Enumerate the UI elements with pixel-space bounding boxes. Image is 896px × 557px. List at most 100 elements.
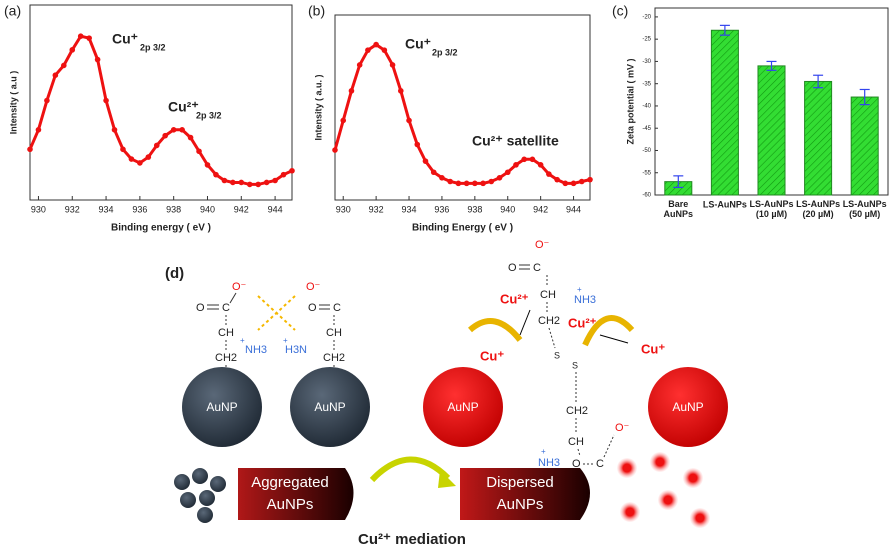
- x-tick-label: 930: [31, 204, 46, 214]
- data-point: [554, 176, 560, 183]
- data-point: [111, 127, 118, 133]
- atom: CH: [568, 436, 584, 448]
- atom: O: [196, 302, 205, 314]
- charge: +: [240, 336, 245, 345]
- ion-label: Cu⁺: [641, 341, 665, 356]
- caption: Cu²⁺ mediation: [358, 531, 466, 548]
- data-point: [61, 62, 67, 69]
- y-tick-label: -35: [642, 81, 651, 87]
- data-point: [35, 127, 42, 133]
- data-point: [272, 177, 278, 184]
- particle-label: AuNP: [672, 400, 703, 414]
- x-tick-label: LS-AuNPs (10 µM): [749, 199, 793, 219]
- y-tick-label: -25: [642, 37, 651, 43]
- data-point: [196, 148, 202, 155]
- curved-arrow: [582, 315, 635, 347]
- annotation: Cu²⁺: [168, 99, 199, 115]
- ion-label: Cu²⁺: [500, 291, 529, 306]
- bond: [229, 292, 237, 304]
- plot-frame: [334, 14, 591, 201]
- data-line: [28, 34, 293, 186]
- bar-hatch: [711, 30, 739, 196]
- atom: S: [554, 350, 560, 360]
- data-point: [381, 47, 388, 53]
- y-tick-label: -60: [642, 193, 651, 199]
- annotation-sub: 2p 3/2: [140, 42, 166, 52]
- y-axis-label: Intensity ( a.u. ): [313, 74, 323, 140]
- atom: O⁻: [615, 422, 630, 434]
- atom: C: [333, 302, 341, 314]
- bonds: [546, 275, 615, 465]
- atom: CH: [326, 327, 342, 339]
- charge: +: [541, 447, 546, 456]
- atom: C: [222, 302, 230, 314]
- data-point: [52, 72, 59, 78]
- data-point: [447, 178, 453, 185]
- x-tick-label: 942: [234, 204, 249, 214]
- arrow-head: [438, 470, 456, 488]
- data-point: [69, 47, 76, 53]
- charge: +: [577, 285, 582, 294]
- data-point: [94, 56, 101, 63]
- x-tick-label: 936: [434, 204, 449, 214]
- data-point: [153, 142, 160, 149]
- dispersed-particles: [617, 452, 710, 528]
- data-point: [86, 35, 92, 41]
- data-point: [587, 176, 593, 183]
- data-point: [44, 97, 50, 104]
- atom: S: [572, 360, 578, 370]
- x-tick-label: LS-AuNPs: [703, 199, 747, 209]
- x-tick-label: 940: [200, 204, 215, 214]
- diagram: (d) O C O⁻ CH + NH3 CH2 S O⁻ O C CH + H3…: [165, 239, 728, 548]
- box-label: Aggregated: [251, 474, 329, 491]
- box-label: AuNPs: [267, 496, 314, 513]
- y-tick-label: -50: [642, 148, 651, 154]
- error-bar: [673, 175, 684, 189]
- atom: O: [308, 302, 317, 314]
- data-point: [455, 180, 462, 187]
- x-tick-label: 934: [402, 204, 417, 214]
- data-point: [230, 179, 236, 186]
- data-point: [373, 41, 379, 48]
- label-box: [460, 468, 590, 520]
- annotation: Cu⁺: [112, 31, 138, 47]
- particle: [423, 367, 503, 447]
- particle-label: AuNP: [447, 400, 478, 414]
- data-point: [430, 169, 437, 176]
- x-tick-label: Bare AuNPs: [664, 199, 694, 219]
- y-axis-label: Zeta potential ( mV ): [625, 58, 635, 144]
- data-point: [546, 171, 552, 177]
- data-point: [537, 162, 544, 168]
- data-point: [128, 156, 135, 162]
- data-point: [145, 154, 152, 160]
- box-label: AuNPs: [497, 496, 544, 513]
- data-point: [332, 147, 338, 153]
- atom: CH2: [323, 352, 345, 364]
- x-tick-label: 936: [132, 204, 147, 214]
- particle: [290, 367, 370, 447]
- atom: NH3: [538, 457, 560, 469]
- y-tick-label: -55: [642, 170, 651, 176]
- data-point: [529, 156, 536, 163]
- annotation-sub: 2p 3/2: [196, 110, 222, 120]
- data-point: [162, 132, 169, 139]
- y-axis-label: Intensity ( a.u ): [8, 71, 18, 135]
- bar-hatch: [664, 181, 692, 195]
- atom: C: [596, 458, 604, 470]
- data-point: [406, 117, 412, 124]
- x-tick-label: 944: [566, 204, 581, 214]
- data-point: [472, 180, 478, 187]
- data-point: [513, 162, 519, 168]
- data-point: [521, 156, 527, 163]
- data-point: [439, 175, 445, 181]
- x-tick-label: 938: [467, 204, 482, 214]
- plot-frame: [29, 4, 293, 201]
- panel-label: (c): [612, 3, 628, 19]
- atom: C: [533, 262, 541, 274]
- curved-arrow: [468, 318, 523, 342]
- box-label: Dispersed: [486, 474, 554, 491]
- particle: [182, 367, 262, 447]
- atom: CH2: [538, 315, 560, 327]
- atom: NH3: [245, 344, 267, 356]
- x-tick-label: 934: [99, 204, 114, 214]
